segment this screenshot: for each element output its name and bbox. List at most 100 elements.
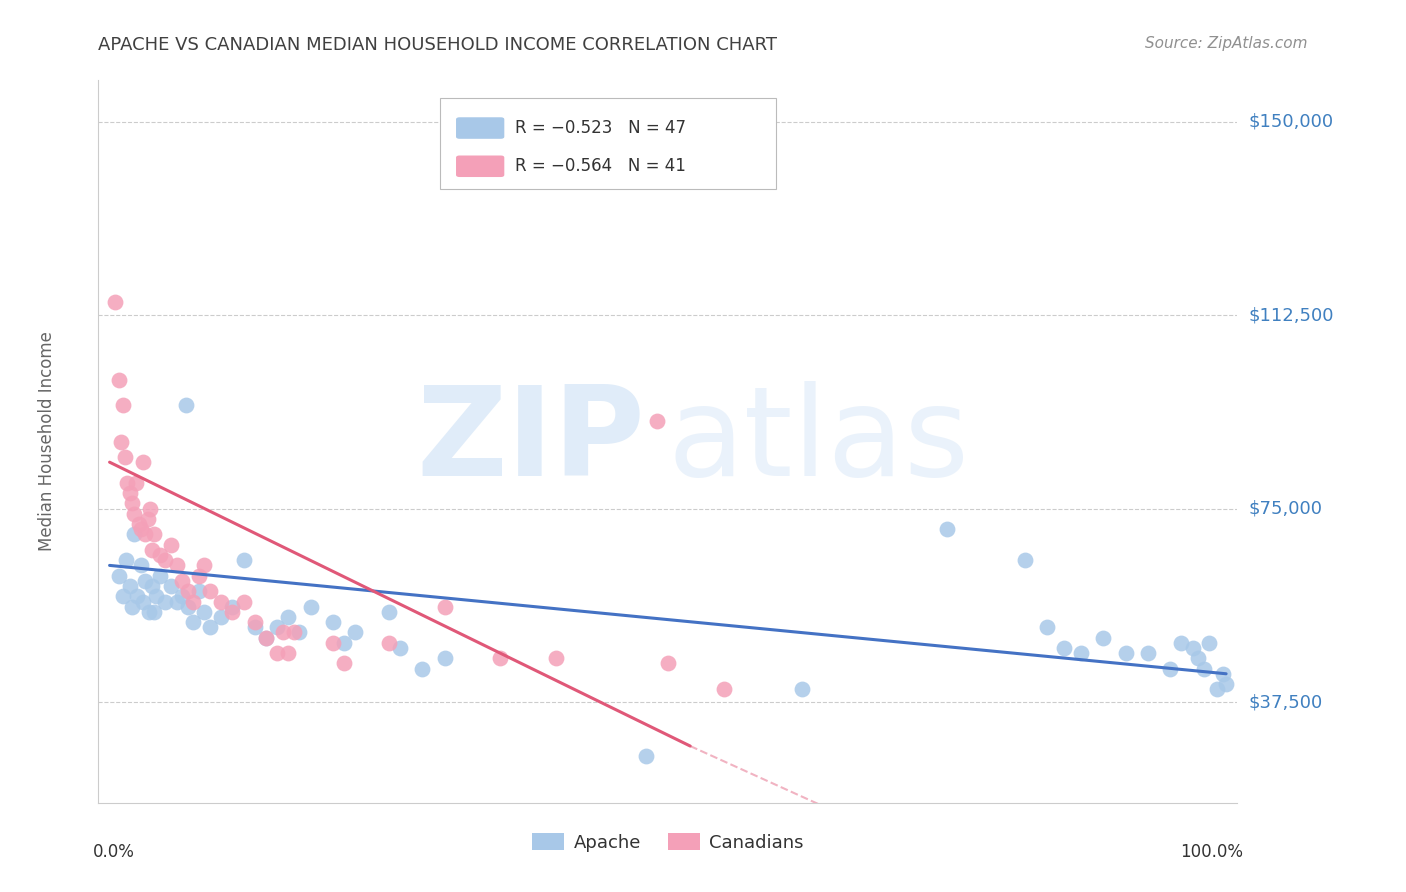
Text: ZIP: ZIP — [416, 381, 645, 502]
Point — [377, 605, 399, 619]
Point — [160, 579, 183, 593]
Point — [160, 538, 183, 552]
Point — [177, 599, 200, 614]
Point — [111, 398, 134, 412]
Point — [107, 568, 129, 582]
Point — [1159, 662, 1181, 676]
Point — [277, 646, 299, 660]
Point — [232, 594, 254, 608]
Point — [193, 605, 215, 619]
Point — [1014, 553, 1036, 567]
Point — [411, 662, 433, 676]
Point — [122, 507, 145, 521]
Point — [254, 631, 277, 645]
FancyBboxPatch shape — [456, 117, 505, 139]
Point — [209, 594, 232, 608]
Point — [645, 414, 668, 428]
Text: $37,500: $37,500 — [1249, 693, 1323, 711]
Point — [1036, 620, 1059, 634]
Point — [132, 455, 155, 469]
Point — [104, 295, 127, 310]
Point — [122, 527, 145, 541]
Point — [177, 584, 200, 599]
Legend: Apache, Canadians: Apache, Canadians — [524, 826, 811, 859]
Point — [1212, 666, 1234, 681]
Point — [1198, 636, 1220, 650]
Point — [1053, 640, 1076, 655]
Point — [134, 574, 156, 588]
Point — [117, 475, 139, 490]
Text: APACHE VS CANADIAN MEDIAN HOUSEHOLD INCOME CORRELATION CHART: APACHE VS CANADIAN MEDIAN HOUSEHOLD INCO… — [98, 36, 778, 54]
Point — [118, 486, 141, 500]
Point — [111, 590, 134, 604]
Text: $150,000: $150,000 — [1249, 112, 1333, 130]
Point — [115, 553, 138, 567]
Point — [129, 558, 152, 573]
Point — [121, 496, 143, 510]
Point — [299, 599, 322, 614]
Point — [333, 657, 356, 671]
Point — [172, 574, 194, 588]
Point — [221, 599, 243, 614]
FancyBboxPatch shape — [456, 155, 505, 177]
Point — [114, 450, 136, 464]
Point — [322, 636, 344, 650]
Point — [1136, 646, 1159, 660]
Point — [433, 651, 456, 665]
Point — [936, 522, 959, 536]
Point — [125, 475, 148, 490]
Point — [174, 398, 197, 412]
Point — [187, 568, 209, 582]
Point — [277, 610, 299, 624]
Point — [128, 517, 150, 532]
Point — [388, 640, 411, 655]
Point — [134, 527, 156, 541]
FancyBboxPatch shape — [440, 98, 776, 189]
Point — [127, 590, 149, 604]
Point — [283, 625, 305, 640]
Point — [198, 620, 221, 634]
Text: R = −0.523   N = 47: R = −0.523 N = 47 — [515, 120, 686, 137]
Text: Source: ZipAtlas.com: Source: ZipAtlas.com — [1144, 36, 1308, 51]
Text: 100.0%: 100.0% — [1180, 843, 1243, 861]
Point — [166, 558, 188, 573]
Point — [546, 651, 568, 665]
Point — [138, 605, 160, 619]
Point — [243, 620, 266, 634]
Text: R = −0.564   N = 41: R = −0.564 N = 41 — [515, 157, 686, 176]
Point — [713, 682, 735, 697]
Point — [193, 558, 215, 573]
Point — [110, 434, 132, 449]
Point — [243, 615, 266, 630]
Point — [1187, 651, 1209, 665]
Point — [489, 651, 512, 665]
Point — [143, 527, 166, 541]
Point — [232, 553, 254, 567]
Point — [634, 749, 657, 764]
Text: atlas: atlas — [668, 381, 970, 502]
Point — [155, 594, 177, 608]
Point — [209, 610, 232, 624]
Point — [183, 615, 205, 630]
Point — [1206, 682, 1229, 697]
Point — [254, 631, 277, 645]
Point — [1181, 640, 1204, 655]
Point — [139, 501, 162, 516]
Point — [149, 548, 172, 562]
Point — [433, 599, 456, 614]
Point — [155, 553, 177, 567]
Point — [149, 568, 172, 582]
Point — [657, 657, 679, 671]
Point — [136, 512, 159, 526]
Point — [288, 625, 311, 640]
Text: $75,000: $75,000 — [1249, 500, 1323, 517]
Point — [198, 584, 221, 599]
Point — [271, 625, 294, 640]
Point — [344, 625, 367, 640]
Point — [1092, 631, 1115, 645]
Text: $112,500: $112,500 — [1249, 306, 1334, 324]
Text: 0.0%: 0.0% — [93, 843, 135, 861]
Point — [322, 615, 344, 630]
Point — [377, 636, 399, 650]
Point — [121, 599, 143, 614]
